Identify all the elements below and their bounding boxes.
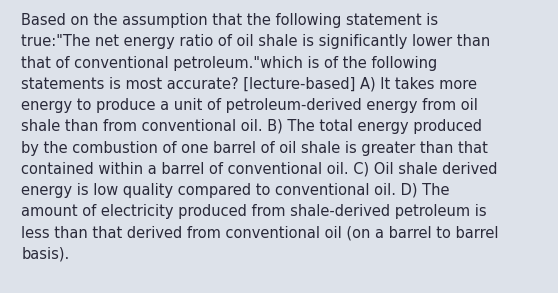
Text: Based on the assumption that the following statement is
true:"The net energy rat: Based on the assumption that the followi… [21, 13, 499, 262]
